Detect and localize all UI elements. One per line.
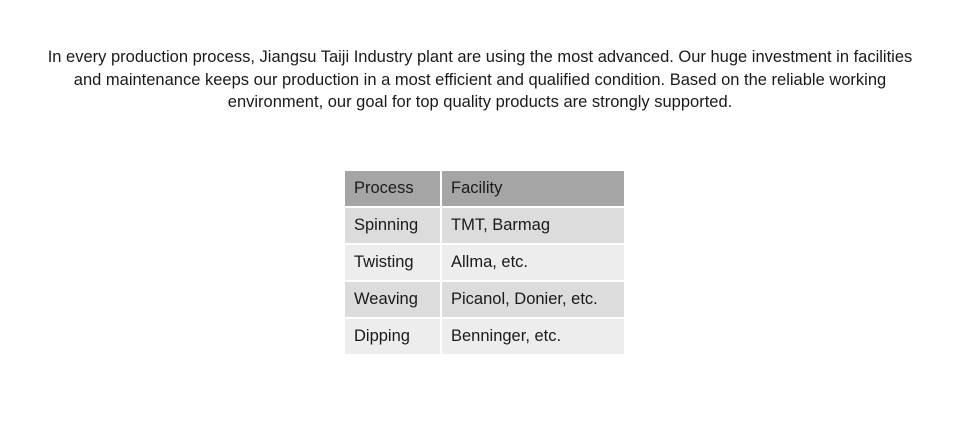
facility-cell: Benninger, etc. <box>440 317 626 356</box>
process-cell: Spinning <box>343 206 442 245</box>
facility-cell: Allma, etc. <box>440 243 626 282</box>
process-cell: Twisting <box>343 243 442 282</box>
header-facility: Facility <box>440 169 626 208</box>
facility-cell: TMT, Barmag <box>440 206 626 245</box>
facility-table: Process Facility Spinning TMT, Barmag Tw… <box>343 169 626 356</box>
table-row: Twisting Allma, etc. <box>343 243 626 282</box>
process-cell: Weaving <box>343 280 442 319</box>
table-row: Spinning TMT, Barmag <box>343 206 626 245</box>
facility-cell: Picanol, Donier, etc. <box>440 280 626 319</box>
table-row: Weaving Picanol, Donier, etc. <box>343 280 626 319</box>
process-cell: Dipping <box>343 317 442 356</box>
intro-paragraph: In every production process, Jiangsu Tai… <box>47 48 913 111</box>
table-header-row: Process Facility <box>343 169 626 208</box>
header-process: Process <box>343 169 442 208</box>
table-row: Dipping Benninger, etc. <box>343 317 626 356</box>
